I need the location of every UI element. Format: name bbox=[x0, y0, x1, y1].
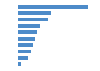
Bar bbox=[18, 37, 35, 41]
Bar bbox=[18, 56, 28, 60]
Bar bbox=[18, 24, 40, 28]
Bar bbox=[18, 62, 21, 66]
Bar bbox=[18, 18, 48, 21]
Bar bbox=[18, 5, 88, 9]
Bar bbox=[18, 11, 51, 15]
Bar bbox=[18, 43, 33, 47]
Bar bbox=[18, 50, 30, 53]
Bar bbox=[18, 30, 38, 34]
